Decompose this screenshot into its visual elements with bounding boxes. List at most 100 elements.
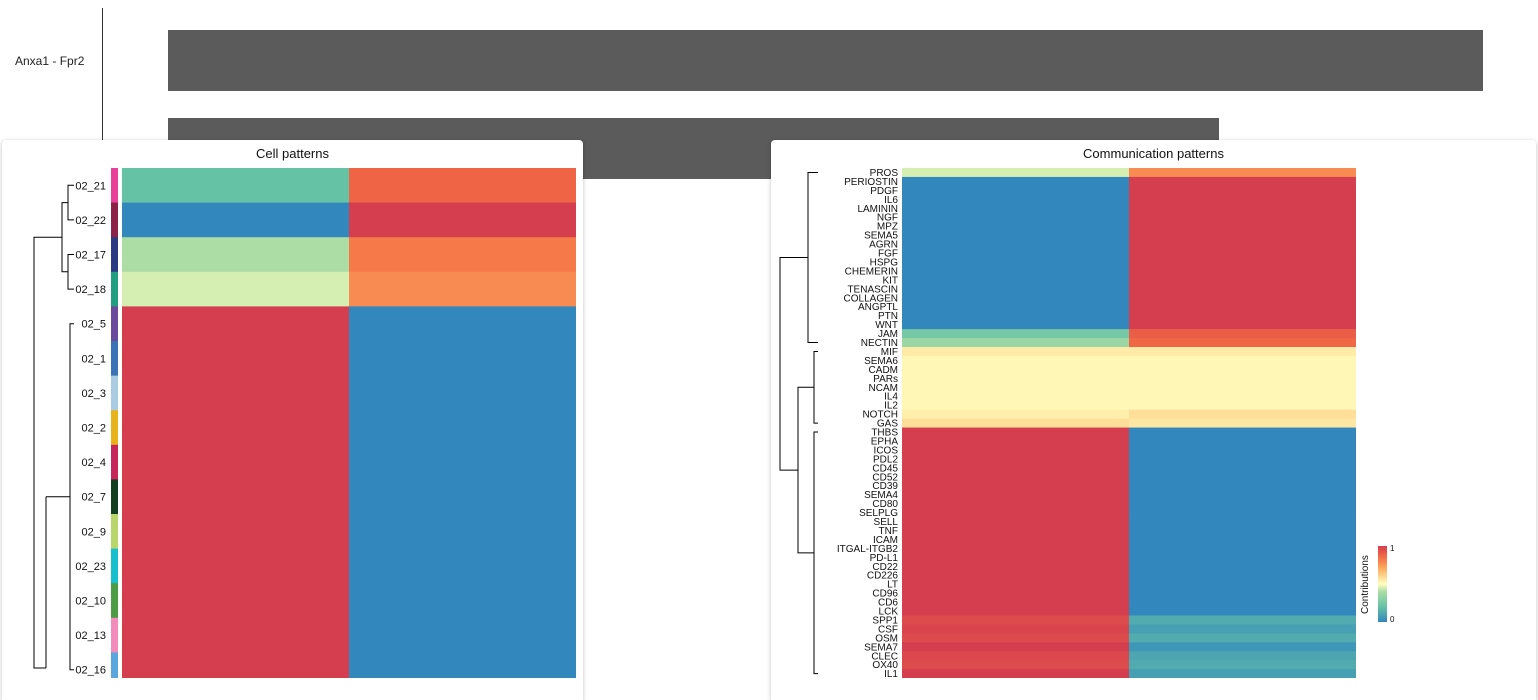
comm-row-label-CD96: CD96 [872,589,898,600]
comm-cell-MIF-col1 [902,347,1129,357]
comm-row-label-OSM: OSM [875,633,898,644]
cell-02_22-col2 [349,202,576,238]
comm-cell-SELPLG-col1 [902,508,1129,518]
background-row-label-1: Anxa1 - Fpr2 [15,54,85,68]
comm-cell-EPHA-col2 [1129,436,1356,446]
cell-02_18-col2 [349,271,576,307]
cell-02_16-col1 [122,652,349,678]
comm-cell-SEMA5-col2 [1129,230,1356,240]
comm-cell-CD45-col1 [902,463,1129,473]
comm-cell-PTN-col1 [902,311,1129,321]
comm-row-label-SPP1: SPP1 [872,615,898,626]
comm-row-label-NCAM: NCAM [869,383,898,394]
comm-cell-IL6-col1 [902,194,1129,205]
comm-cell-IL1-col1 [902,669,1129,678]
comm-cell-SELL-col2 [1129,517,1356,527]
comm-cell-PDL2-col2 [1129,454,1356,464]
comm-cell-OX40-col2 [1129,660,1356,670]
cell-02_4-col1 [122,444,349,480]
comm-row-label-CD6: CD6 [878,598,898,609]
comm-row-label-SELL: SELL [874,517,899,528]
cell-02_17-col2 [349,237,576,273]
comm-cell-IL2-col1 [902,400,1129,411]
cell-dendrogram-branch-6 [33,236,62,669]
comm-dendrogram-branch-3 [813,431,818,675]
comm-row-label-PD-L1: PD-L1 [870,553,899,564]
comm-cell-CD96-col1 [902,588,1129,598]
comm-cell-ICAM-col1 [902,534,1129,545]
cell-02_9-col1 [122,514,349,550]
row-color-02_9 [111,514,118,550]
row-color-02_2 [111,410,118,446]
comm-row-label-NGF: NGF [877,213,898,224]
cell-02_1-col1 [122,341,349,377]
row-label-02_22: 02_22 [75,215,106,227]
comm-row-label-CHEMERIN: CHEMERIN [845,266,898,277]
comm-cell-TNF-col1 [902,526,1129,536]
comm-row-label-NOTCH: NOTCH [862,410,898,421]
comm-row-label-COLLAGEN: COLLAGEN [844,293,898,304]
comm-row-label-PDL2: PDL2 [873,454,898,465]
comm-row-label-HSPG: HSPG [870,257,899,268]
comm-row-label-TNF: TNF [879,526,898,537]
comm-row-label-PERIOSTIN: PERIOSTIN [844,177,898,188]
communication-patterns-title: Communication patterns [1083,146,1224,161]
cell-02_18-col1 [122,271,349,307]
comm-row-label-LCK: LCK [879,607,899,618]
comm-dendrogram-branch-2 [813,350,818,424]
comm-cell-PDL2-col1 [902,454,1129,464]
comm-row-label-CSF: CSF [878,624,898,635]
comm-cell-HSPG-col2 [1129,257,1356,267]
comm-row-label-CLEC: CLEC [871,651,898,662]
background-y-axis [102,8,103,158]
comm-row-label-CD22: CD22 [872,562,898,573]
comm-row-label-LAMININ: LAMININ [857,204,898,215]
comm-cell-SEMA6-col1 [902,355,1129,366]
comm-row-label-PTN: PTN [878,311,898,322]
comm-row-label-SEMA7: SEMA7 [864,642,898,653]
comm-row-label-TENASCIN: TENASCIN [847,284,898,295]
cell-02_16-col2 [349,652,576,678]
comm-row-label-MPZ: MPZ [877,222,898,233]
cell-02_5-col1 [122,306,349,342]
comm-cell-OX40-col1 [902,660,1129,670]
row-label-02_1: 02_1 [82,353,106,365]
row-color-02_21 [111,168,118,204]
cell-02_2-col1 [122,410,349,446]
comm-cell-SEMA4-col1 [902,490,1129,500]
comm-cell-CD39-col1 [902,481,1129,491]
comm-cell-EPHA-col1 [902,436,1129,446]
comm-row-label-SEMA4: SEMA4 [864,490,898,501]
comm-dendrogram-branch-4 [797,386,814,554]
comm-cell-NCAM-col1 [902,382,1129,393]
comm-row-label-ANGPTL: ANGPTL [858,302,898,313]
comm-cell-PROS-col2 [1129,168,1356,178]
comm-row-label-FGF: FGF [878,249,898,260]
comm-row-label-CD226: CD226 [867,571,899,582]
comm-cell-SPP1-col2 [1129,615,1356,625]
cell-02_17-col1 [122,237,349,273]
legend-color-bar [1378,546,1387,622]
row-color-02_4 [111,444,118,480]
comm-cell-CD80-col1 [902,499,1129,509]
comm-cell-CD22-col1 [902,561,1129,572]
comm-cell-NECTIN-col1 [902,338,1129,348]
comm-cell-COLLAGEN-col2 [1129,293,1356,303]
comm-cell-FGF-col2 [1129,248,1356,258]
comm-cell-KIT-col2 [1129,275,1356,285]
comm-cell-AGRN-col1 [902,239,1129,249]
background-bar-1 [168,30,1483,91]
comm-cell-OSM-col1 [902,633,1129,643]
comm-row-label-CD45: CD45 [872,463,898,474]
cell-patterns-title: Cell patterns [256,146,329,161]
legend-min-label: 0 [1390,615,1395,624]
cell-patterns-heatmap: 02_21 02_22 02_17 02_18 02_5 02_1 02_3 02_2 02_4… [33,168,576,678]
comm-cell-LT-col2 [1129,579,1356,590]
cell-02_10-col2 [349,583,576,619]
cell-02_21-col2 [349,168,576,204]
comm-cell-IL1-col2 [1129,669,1356,678]
comm-row-label-SEMA5: SEMA5 [864,231,898,242]
comm-cell-HSPG-col1 [902,257,1129,267]
comm-cell-LAMININ-col2 [1129,203,1356,214]
comm-row-label-PDGF: PDGF [870,186,898,197]
